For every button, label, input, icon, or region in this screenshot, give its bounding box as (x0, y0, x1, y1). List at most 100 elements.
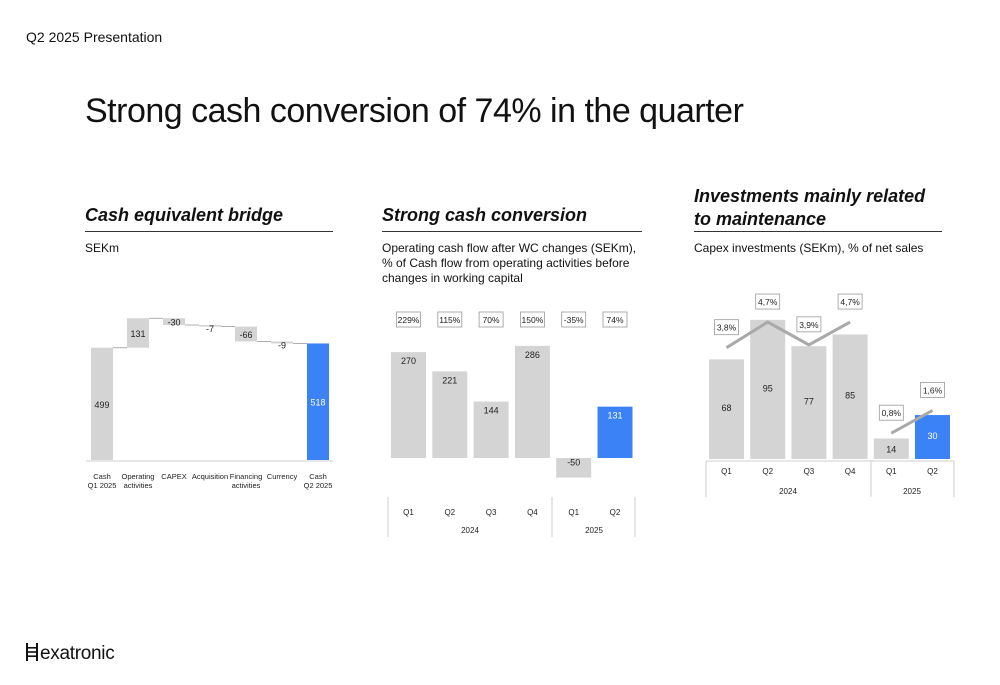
capex-percent-label: 3,9% (799, 320, 819, 330)
capex-quarter-label: Q4 (845, 467, 856, 476)
capex-year-label: 2024 (779, 487, 797, 496)
capex-percent-box (837, 293, 863, 310)
waterfall-bar (235, 326, 257, 342)
conversion-panel-rule (382, 231, 642, 232)
capex-quarter-label: Q2 (762, 467, 773, 476)
conversion-bar (432, 371, 468, 458)
conversion-bar (473, 401, 509, 458)
capex-quarter-label: Q2 (927, 467, 938, 476)
bridge-panel-rule (85, 231, 333, 232)
capex-percent-label: 3,8% (717, 323, 737, 333)
capex-data-label: 68 (721, 403, 731, 413)
waterfall-category-label: Acquisition (192, 472, 228, 481)
capex-bar (750, 319, 786, 459)
conversion-percent-box (478, 311, 504, 328)
waterfall-bar (307, 343, 329, 460)
capex-data-label: 85 (845, 391, 855, 401)
capex-panel-subtitle: Capex investments (SEKm), % of net sales (694, 241, 924, 255)
capex-percent-label: 4,7% (758, 297, 778, 307)
capex-bar (709, 359, 744, 459)
conversion-bar (391, 352, 426, 458)
conversion-quarter-label: Q4 (527, 508, 538, 517)
waterfall-bar (271, 341, 293, 344)
capex-bar (873, 438, 909, 459)
capex-panel-title: Investments mainly related to maintenanc… (694, 186, 926, 229)
conversion-percent-box (520, 311, 545, 328)
capex-percent-box (755, 293, 781, 310)
conversion-percent-label: 70% (483, 315, 500, 325)
capex-percent-label: 0,8% (882, 408, 902, 418)
capex-percent-label: 1,6% (923, 385, 943, 395)
conversion-data-label: 270 (401, 356, 416, 366)
capex-percent-box (796, 316, 822, 333)
bridge-panel-subtitle: SEKm (85, 241, 120, 255)
conversion-data-label: 286 (525, 350, 540, 360)
waterfall-category-label: Cash Q1 2025 (88, 472, 117, 490)
capex-year-label: 2025 (903, 487, 921, 496)
waterfall-data-label: -30 (167, 317, 180, 327)
conversion-quarter-label: Q2 (610, 508, 621, 517)
conversion-bar (597, 406, 633, 458)
capex-data-label: 77 (804, 397, 814, 407)
logo-text: exatronic (40, 643, 115, 664)
waterfall-data-label: -7 (206, 324, 214, 334)
conversion-quarter-label: Q1 (403, 508, 414, 517)
waterfall-data-label: 518 (310, 398, 325, 408)
capex-percent-line (890, 409, 934, 435)
conversion-data-label: -50 (567, 458, 580, 468)
conversion-year-label: 2025 (585, 526, 603, 535)
conversion-panel-subtitle: Operating cash flow after WC changes (SE… (382, 241, 637, 285)
conversion-data-label: 144 (484, 406, 499, 416)
conversion-bar (556, 458, 592, 478)
conversion-year-label: 2024 (461, 526, 479, 535)
capex-percent-box (714, 319, 739, 336)
conversion-percent-label: 150% (522, 315, 544, 325)
conversion-percent-box (437, 311, 463, 328)
hexatronic-logo: exatronic (25, 643, 115, 665)
capex-data-label: 14 (886, 445, 896, 455)
conversion-percent-label: -35% (564, 315, 584, 325)
capex-percent-box (920, 381, 945, 398)
presentation-label: Q2 2025 Presentation (26, 29, 163, 45)
conversion-quarter-label: Q1 (568, 508, 579, 517)
waterfall-data-label: 499 (94, 400, 109, 410)
conversion-data-label: 221 (442, 375, 457, 385)
conversion-percent-label: 115% (439, 315, 461, 325)
conversion-data-label: 131 (607, 411, 622, 421)
conversion-quarter-label: Q2 (444, 508, 455, 517)
capex-quarter-label: Q1 (886, 467, 897, 476)
waterfall-data-label: 131 (130, 329, 145, 339)
conversion-percent-box (396, 311, 421, 328)
waterfall-data-label: -66 (239, 330, 252, 340)
waterfall-bar (163, 318, 185, 325)
conversion-percent-box (602, 311, 628, 328)
capex-quarter-label: Q1 (721, 467, 732, 476)
capex-bar (915, 415, 950, 459)
capex-percent-label: 4,7% (840, 297, 860, 307)
bridge-panel-title: Cash equivalent bridge (85, 205, 284, 225)
conversion-percent-label: 229% (398, 315, 420, 325)
capex-percent-box (878, 404, 904, 421)
conversion-percent-label: 74% (606, 315, 623, 325)
capex-bar (791, 346, 827, 459)
conversion-quarter-label: Q3 (486, 508, 497, 517)
waterfall-category-label: Currency (267, 472, 298, 481)
conversion-bar (514, 345, 550, 458)
capex-data-label: 95 (763, 383, 773, 393)
waterfall-category-label: Operating activities (122, 472, 155, 490)
waterfall-bar (91, 347, 113, 460)
waterfall-bar (199, 325, 221, 327)
capex-quarter-label: Q3 (804, 467, 815, 476)
waterfall-bar (127, 318, 149, 348)
waterfall-category-label: CAPEX (161, 472, 186, 481)
capex-bar (832, 334, 868, 459)
waterfall-category-label: Cash Q2 2025 (304, 472, 333, 490)
hexatronic-logo-icon (26, 643, 38, 661)
capex-panel-rule (694, 231, 942, 232)
waterfall-category-label: Financing activities (230, 472, 263, 490)
conversion-panel-title: Strong cash conversion (382, 205, 588, 225)
waterfall-data-label: -9 (278, 340, 286, 350)
slide-title: Strong cash conversion of 74% in the qua… (85, 92, 744, 130)
capex-data-label: 30 (927, 431, 937, 441)
